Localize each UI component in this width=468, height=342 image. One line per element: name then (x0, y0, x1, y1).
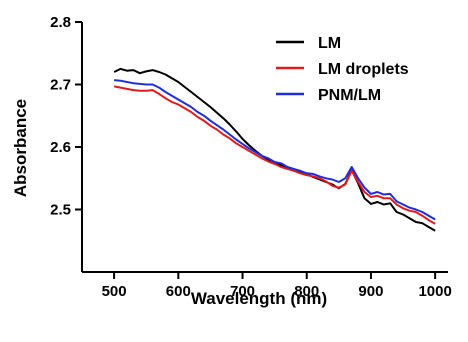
x-tick-label: 900 (358, 283, 383, 300)
series-line-1 (113, 85, 436, 225)
x-axis-title: Wavelength (nm) (191, 289, 327, 308)
y-tick-label: 2.7 (50, 77, 71, 94)
y-axis-title: Absorbance (11, 99, 30, 197)
legend-label: PNM/LM (318, 87, 381, 104)
y-tick-label: 2.8 (50, 14, 71, 31)
legend: LM LM droplets PNM/LM (276, 35, 409, 104)
axes-layer: 2.5 2.6 2.7 2.8 500 600 700 800 900 1000 (50, 14, 452, 300)
y-tick-label: 2.5 (50, 202, 71, 219)
x-tick-label: 700 (230, 283, 255, 300)
legend-label: LM (318, 35, 341, 52)
y-tick-label: 2.6 (50, 139, 71, 156)
series-line-2 (114, 79, 436, 221)
x-tick-label: 500 (102, 283, 127, 300)
x-tick-label: 1000 (418, 283, 451, 300)
x-tick-label: 800 (294, 283, 319, 300)
x-tick-label: 600 (166, 283, 191, 300)
legend-label: LM droplets (318, 61, 409, 78)
series-layer (113, 67, 436, 232)
series-line-0 (113, 67, 436, 232)
